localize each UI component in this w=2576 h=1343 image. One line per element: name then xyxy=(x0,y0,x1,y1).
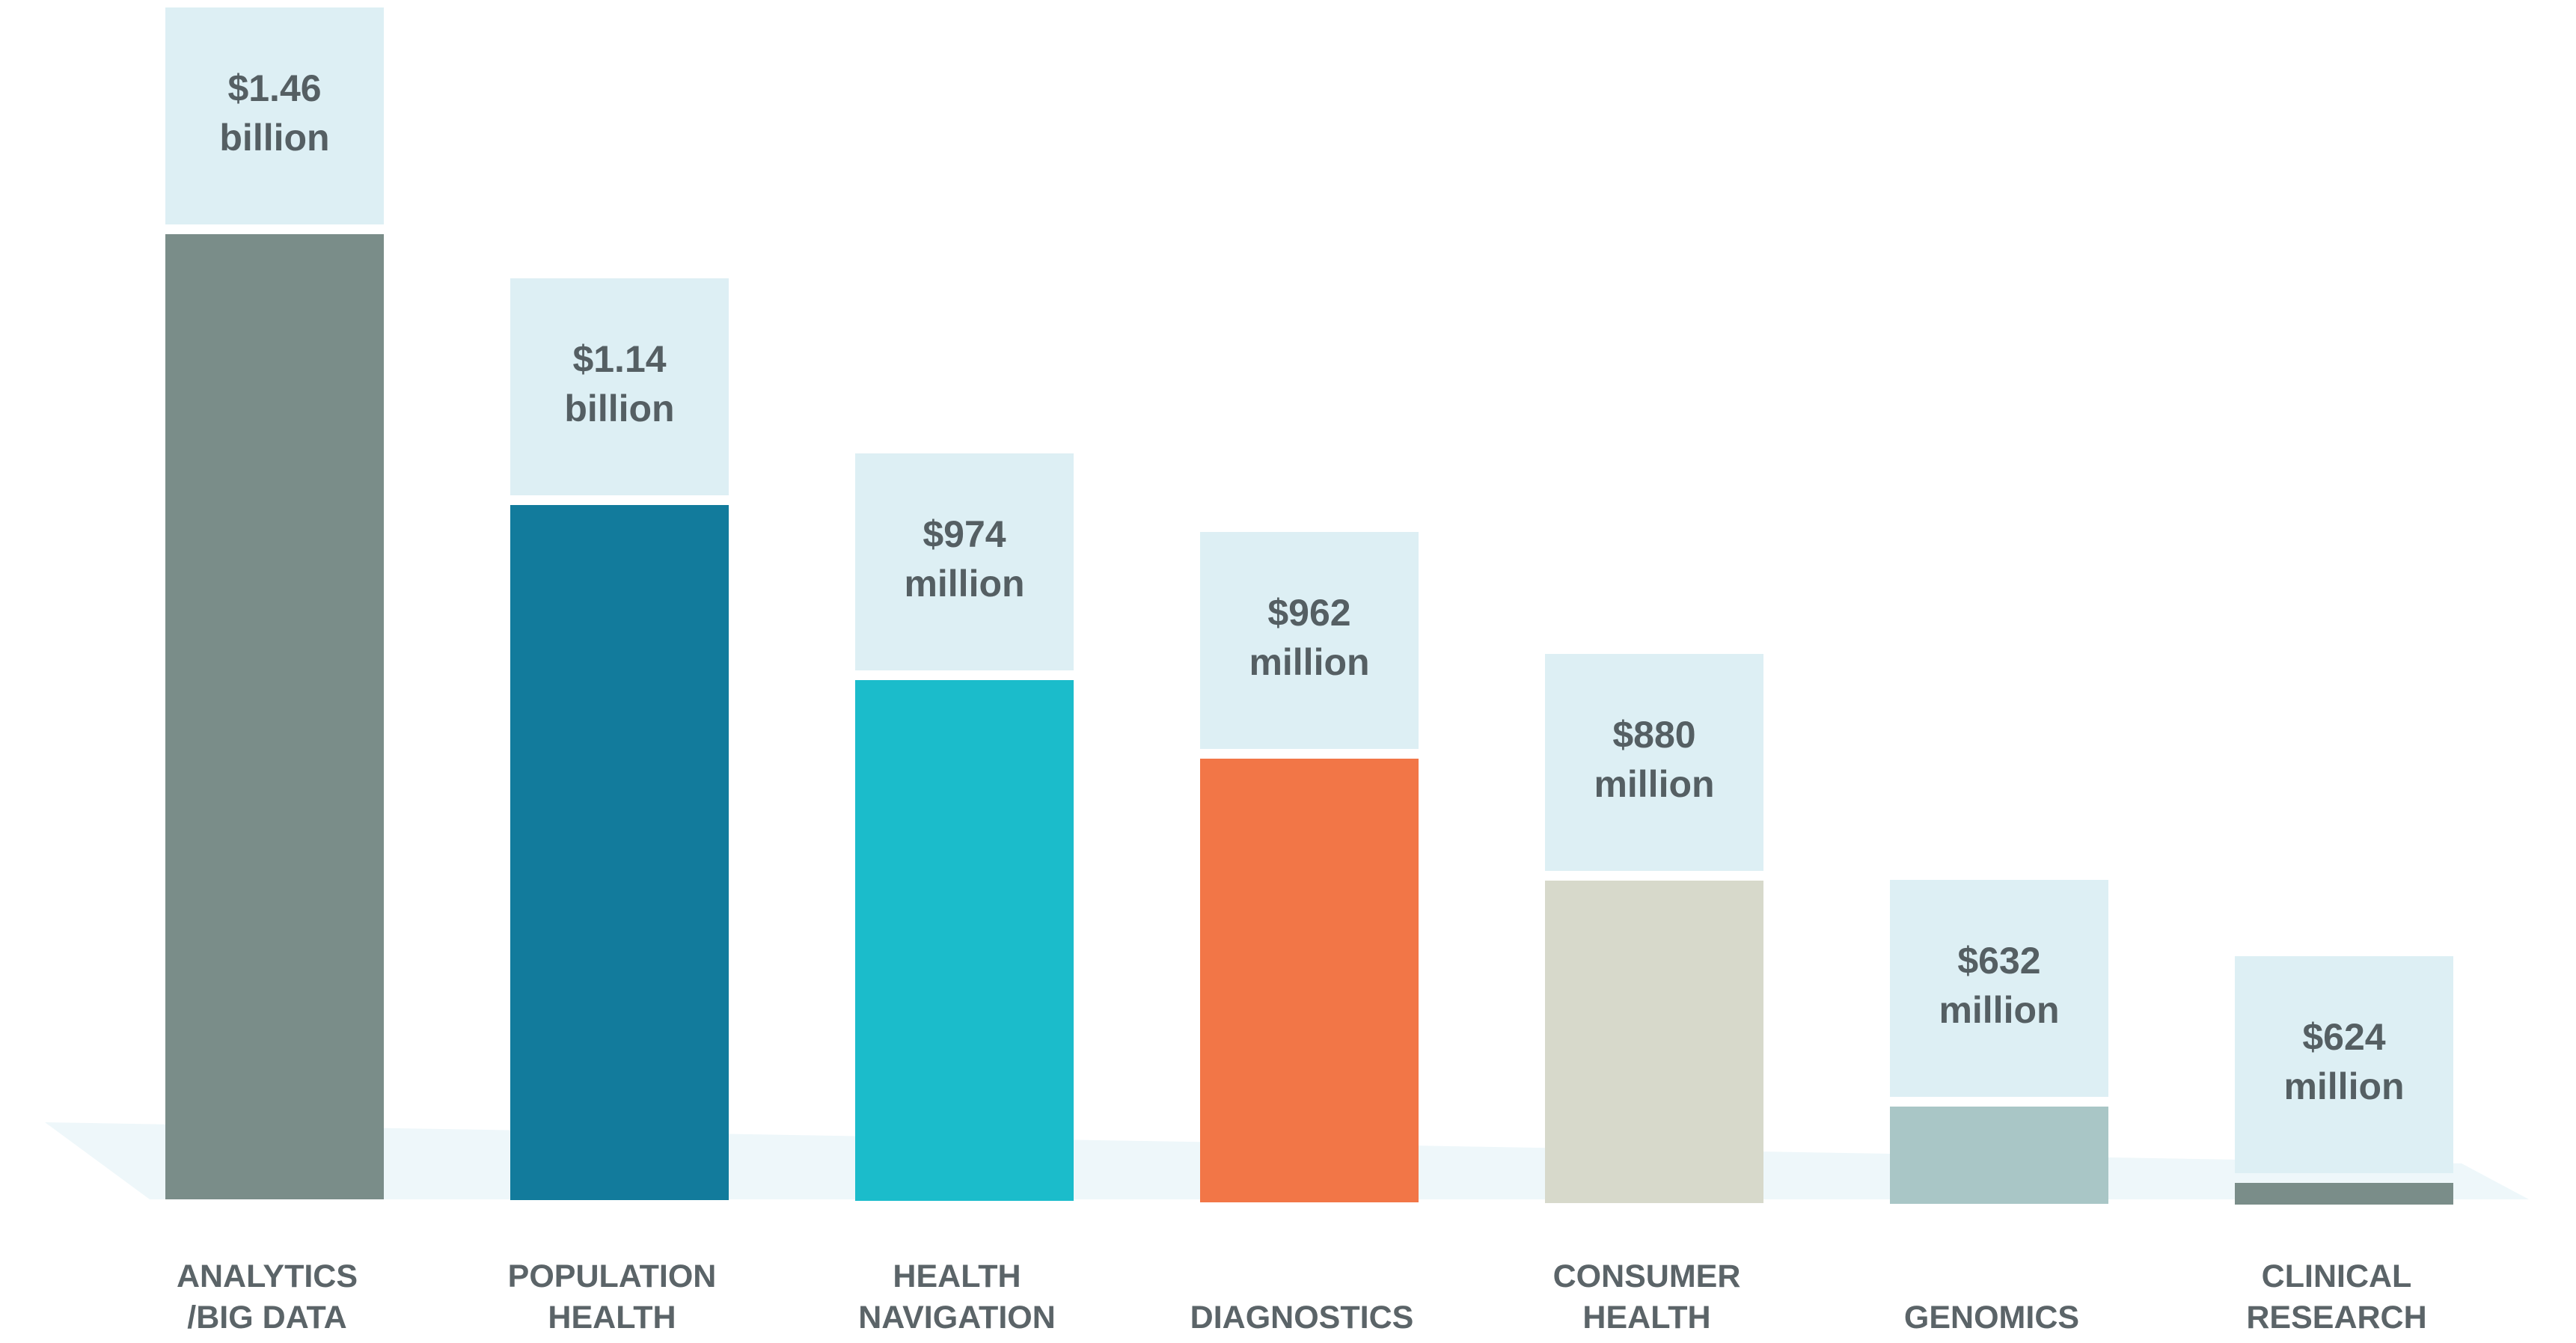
category-label-line: GENOMICS xyxy=(1904,1300,2079,1336)
category-label-line: RESEARCH xyxy=(2246,1300,2426,1336)
bar xyxy=(855,680,1074,1201)
value-label-box xyxy=(165,7,384,224)
value-label-line: $974 xyxy=(923,513,1006,555)
value-label: $632 million xyxy=(1939,940,2059,1031)
bar xyxy=(1200,759,1419,1202)
category-label-line: POPULATION xyxy=(508,1258,717,1294)
value-label-line: million xyxy=(1594,763,1714,805)
value-label-box xyxy=(1200,532,1419,749)
value-label-line: billion xyxy=(219,117,329,159)
value-label-line: billion xyxy=(564,388,674,429)
category-label: ANALYTICS/BIG DATA xyxy=(177,1258,358,1336)
value-label-box xyxy=(1890,880,2108,1097)
category-label: DIAGNOSTICS xyxy=(1190,1300,1414,1336)
category-label-line: HEALTH xyxy=(1582,1300,1710,1336)
value-label-box xyxy=(1545,654,1763,871)
bar xyxy=(2235,1183,2453,1205)
category-label: HEALTH NAVIGATION xyxy=(858,1258,1056,1336)
value-label-line: $624 xyxy=(2302,1016,2385,1058)
value-label: $880 million xyxy=(1594,714,1714,805)
value-label-box xyxy=(510,278,729,495)
value-label-line: million xyxy=(1249,641,1369,683)
bar xyxy=(510,505,729,1200)
value-label-box xyxy=(855,453,1074,670)
value-label: $624 million xyxy=(2283,1016,2404,1107)
category-label: GENOMICS xyxy=(1904,1300,2079,1336)
value-label: $1.46 billion xyxy=(219,67,329,159)
value-label: $1.14 billion xyxy=(564,338,674,429)
value-label: $974 million xyxy=(904,513,1024,605)
category-label-line: DIAGNOSTICS xyxy=(1190,1300,1414,1336)
bars xyxy=(165,7,2453,1205)
category-label: CLINICAL RESEARCH xyxy=(2246,1258,2426,1336)
category-label: CONSUMER HEALTH xyxy=(1553,1258,1741,1336)
value-label-line: million xyxy=(1939,989,2059,1031)
bar xyxy=(1545,881,1763,1203)
bar xyxy=(1890,1107,2108,1204)
value-label-line: $880 xyxy=(1612,714,1695,756)
category-label-line: HEALTH xyxy=(548,1300,676,1336)
bar xyxy=(165,234,384,1199)
value-label-line: million xyxy=(904,563,1024,605)
value-label-line: $1.46 xyxy=(227,67,321,109)
value-label-line: $632 xyxy=(1957,940,2040,982)
category-label-line: ANALYTICS xyxy=(177,1258,358,1294)
category-label-line: NAVIGATION xyxy=(858,1300,1056,1336)
category-label-line: HEALTH xyxy=(893,1258,1021,1294)
value-label-line: million xyxy=(2283,1065,2404,1107)
value-label-line: $1.14 xyxy=(572,338,666,380)
category-label-line: /BIG DATA xyxy=(187,1300,346,1336)
value-label: $962 million xyxy=(1249,592,1369,683)
category-label-line: CONSUMER xyxy=(1553,1258,1741,1294)
value-label-box xyxy=(2235,956,2453,1173)
category-label: POPULATION HEALTH xyxy=(508,1258,717,1336)
value-label-line: $962 xyxy=(1267,592,1350,634)
value-labels: $1.46 billion $1.14 billion $974 million $962 m… xyxy=(219,67,2404,1107)
category-label-line: CLINICAL xyxy=(2262,1258,2412,1294)
